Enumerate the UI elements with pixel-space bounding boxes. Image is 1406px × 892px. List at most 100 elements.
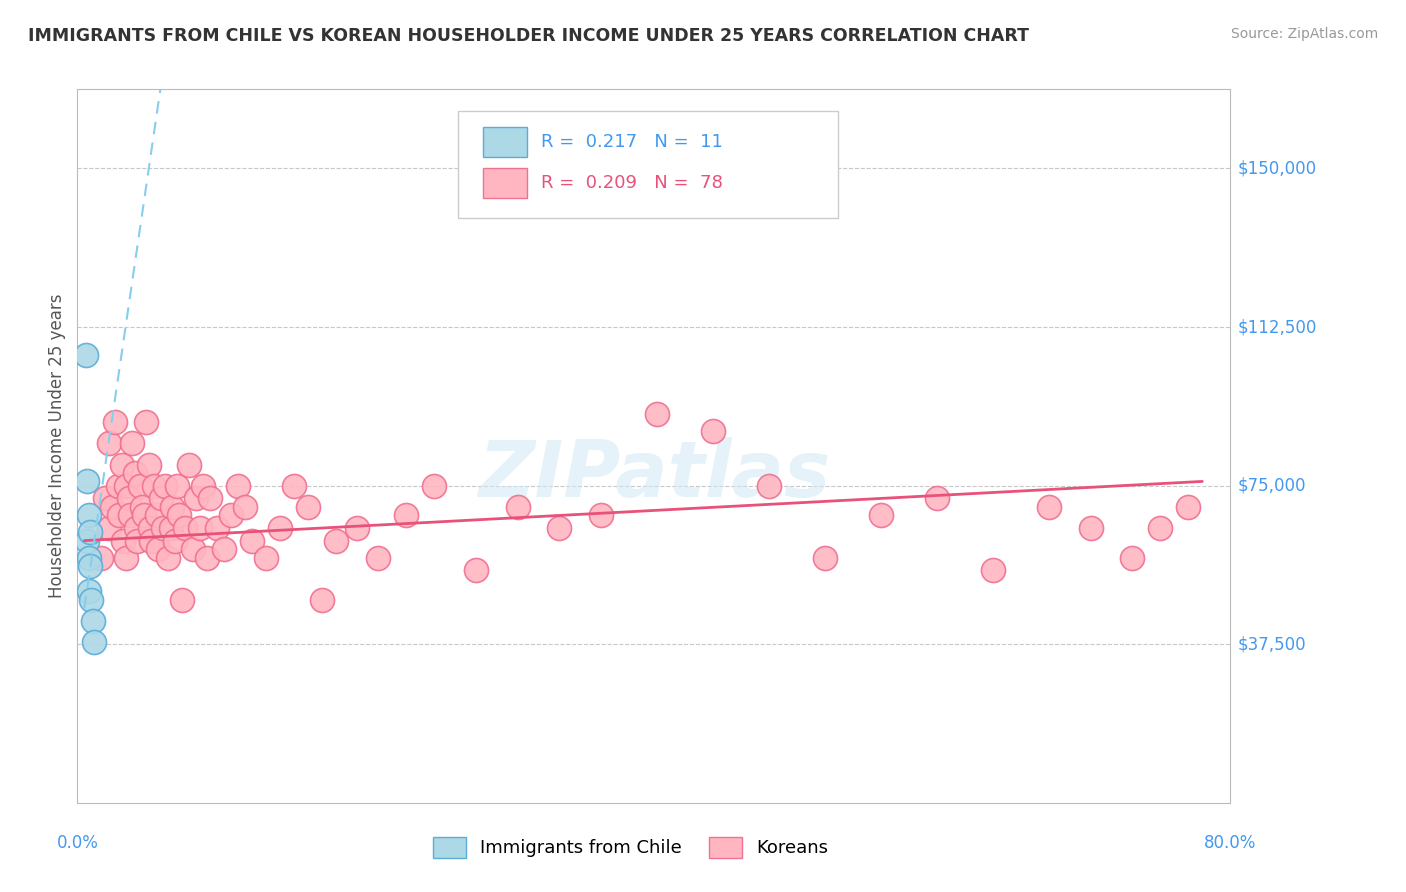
Point <box>146 508 169 523</box>
Point <box>98 436 121 450</box>
Point <box>77 584 100 599</box>
Point <box>157 550 180 565</box>
Point <box>76 475 98 489</box>
Point <box>127 533 149 548</box>
Text: R =  0.209   N =  78: R = 0.209 N = 78 <box>541 174 723 192</box>
Point <box>115 550 138 565</box>
Point <box>148 542 170 557</box>
Text: Source: ZipAtlas.com: Source: ZipAtlas.com <box>1230 27 1378 41</box>
Point <box>79 559 101 574</box>
Text: ZIPatlas: ZIPatlas <box>478 436 830 513</box>
Point <box>205 521 228 535</box>
Point <box>506 500 529 514</box>
Point <box>212 542 235 557</box>
Point <box>226 478 249 492</box>
Point <box>77 508 100 523</box>
Point <box>101 500 124 514</box>
Text: IMMIGRANTS FROM CHILE VS KOREAN HOUSEHOLDER INCOME UNDER 25 YEARS CORRELATION CH: IMMIGRANTS FROM CHILE VS KOREAN HOUSEHOL… <box>28 27 1029 45</box>
Point <box>139 521 162 535</box>
Point <box>138 458 160 472</box>
Point <box>1177 500 1199 514</box>
Point <box>981 563 1004 577</box>
Point <box>134 508 156 523</box>
Point <box>219 508 242 523</box>
Point <box>77 550 100 565</box>
Point <box>118 491 141 506</box>
FancyBboxPatch shape <box>458 111 838 218</box>
Text: $75,000: $75,000 <box>1237 476 1306 495</box>
Point <box>150 491 173 506</box>
Point <box>188 521 211 535</box>
Text: R =  0.217   N =  11: R = 0.217 N = 11 <box>541 133 723 151</box>
Point <box>179 458 201 472</box>
Point <box>174 521 197 535</box>
Point <box>1038 500 1060 514</box>
Point <box>181 542 204 557</box>
Point <box>346 521 368 535</box>
FancyBboxPatch shape <box>484 127 527 157</box>
Text: $112,500: $112,500 <box>1237 318 1316 336</box>
Point <box>184 491 207 506</box>
Point <box>75 347 97 361</box>
Point <box>645 407 668 421</box>
Point <box>141 533 163 548</box>
Point <box>115 478 138 492</box>
Point <box>160 521 183 535</box>
Point <box>758 478 780 492</box>
Point <box>76 533 98 548</box>
Point <box>79 525 101 540</box>
Point <box>240 533 263 548</box>
Point <box>191 478 214 492</box>
Text: $150,000: $150,000 <box>1237 160 1316 178</box>
Point <box>464 563 486 577</box>
Point <box>269 521 291 535</box>
Point <box>112 533 135 548</box>
Point <box>80 592 103 607</box>
Point <box>311 592 333 607</box>
Point <box>162 500 184 514</box>
Point <box>1149 521 1171 535</box>
FancyBboxPatch shape <box>484 168 527 198</box>
Point <box>155 478 177 492</box>
Point <box>814 550 837 565</box>
Point <box>166 478 188 492</box>
Point <box>702 424 724 438</box>
Point <box>1121 550 1143 565</box>
Point <box>548 521 571 535</box>
Point <box>125 521 148 535</box>
Point <box>870 508 893 523</box>
Point <box>367 550 389 565</box>
Point <box>131 500 153 514</box>
Text: $37,500: $37,500 <box>1237 635 1306 653</box>
Point <box>111 458 134 472</box>
Point <box>1080 521 1102 535</box>
Point <box>591 508 613 523</box>
Point <box>325 533 347 548</box>
Point <box>121 436 143 450</box>
Point <box>98 521 121 535</box>
Point <box>108 508 131 523</box>
Legend: Immigrants from Chile, Koreans: Immigrants from Chile, Koreans <box>426 830 835 865</box>
Point <box>172 592 194 607</box>
Text: 80.0%: 80.0% <box>1204 834 1257 852</box>
Point <box>107 478 129 492</box>
Point <box>104 415 127 429</box>
Y-axis label: Householder Income Under 25 years: Householder Income Under 25 years <box>48 293 66 599</box>
Point <box>120 508 142 523</box>
Point <box>395 508 418 523</box>
Point <box>90 550 112 565</box>
Point <box>129 478 152 492</box>
Point <box>422 478 444 492</box>
Text: 0.0%: 0.0% <box>56 834 98 852</box>
Point <box>198 491 221 506</box>
Point <box>165 533 187 548</box>
Point <box>233 500 256 514</box>
Point <box>82 614 104 628</box>
Point <box>925 491 948 506</box>
Point <box>297 500 319 514</box>
Point <box>195 550 218 565</box>
Point <box>83 635 105 649</box>
Point <box>283 478 305 492</box>
Point <box>135 415 157 429</box>
Point <box>254 550 277 565</box>
